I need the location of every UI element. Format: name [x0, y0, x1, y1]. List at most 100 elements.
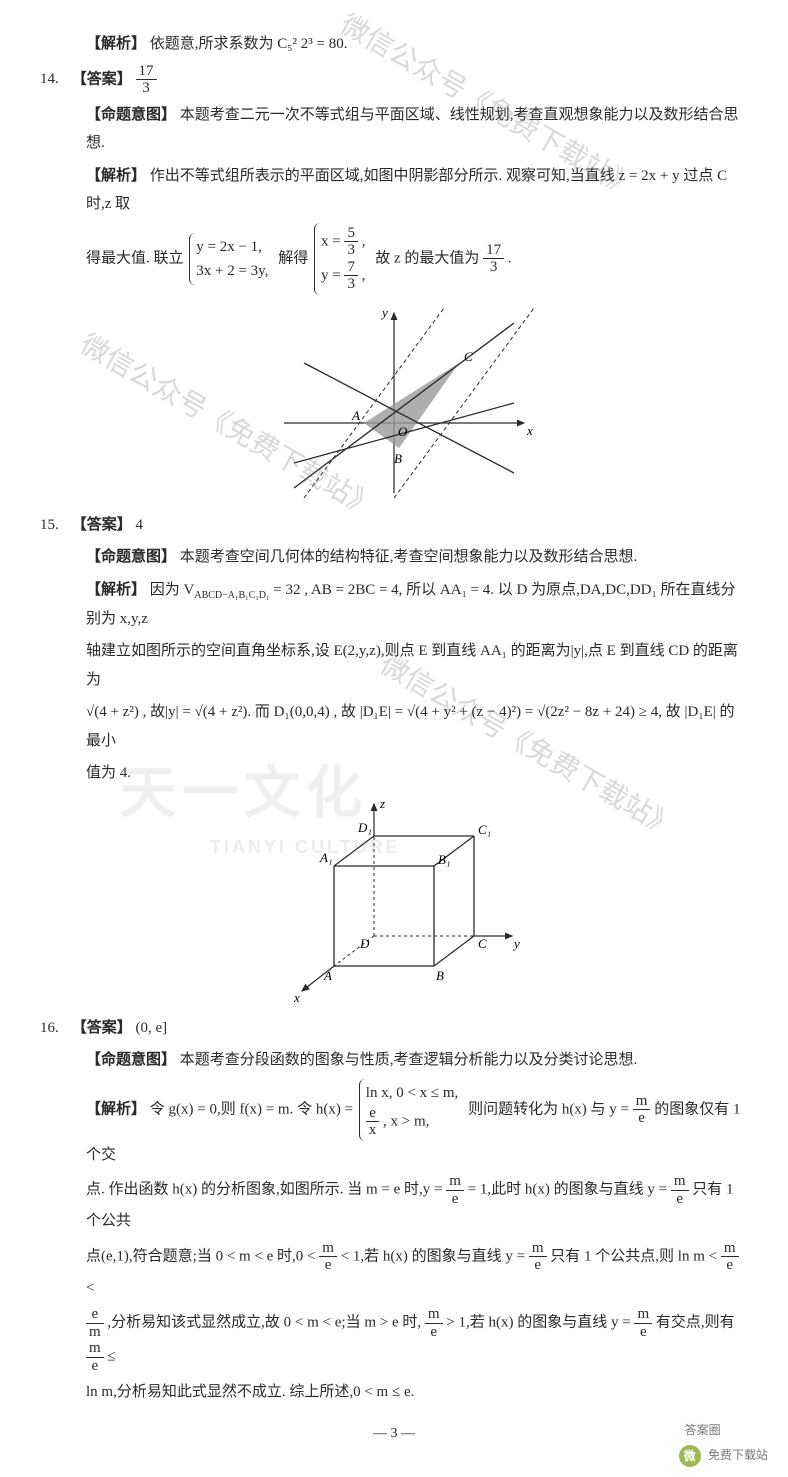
q14-yitu-text: 本题考查二元一次不等式组与平面区域、线性规划,考查直观想象能力以及数形结合思想.: [86, 107, 739, 152]
q14-yitu-label: 【命题意图】: [86, 107, 176, 123]
q16-p4cd: e: [634, 1324, 652, 1341]
q14-brace1: y = 2x − 1, 3x + 2 = 3y,: [189, 233, 272, 285]
q16-ans-value: (0, e]: [136, 1020, 168, 1036]
page-footer: — 3 —: [40, 1421, 748, 1448]
lblB: B: [436, 968, 444, 983]
q14-ans-num: 17: [136, 63, 157, 81]
q16-p4bn: m: [425, 1306, 443, 1324]
corner-badge: 答案圈 微 免费下载站: [679, 1417, 768, 1467]
q16-yitu-label: 【命题意图】: [86, 1052, 176, 1068]
q15-yitu-label: 【命题意图】: [86, 549, 176, 565]
q14-brace2-r2: y = 73 ,: [321, 259, 365, 293]
lblB1: B₁: [438, 852, 450, 867]
q14-figure: x y O A B C: [244, 303, 544, 503]
lblC1: C₁: [478, 822, 491, 837]
q16-p2ad: e: [446, 1191, 464, 1208]
lblA: A: [323, 968, 332, 983]
q14-O: O: [398, 424, 408, 439]
q16-p3ad: e: [319, 1257, 337, 1274]
q14-C: C: [464, 349, 473, 364]
q16-ans-label: 【答案】: [72, 1020, 132, 1036]
wechat-icon: 微: [679, 1445, 701, 1467]
lblz: z: [379, 796, 385, 811]
q16-p3cd: e: [721, 1257, 739, 1274]
q16-br2: ex , x > m,: [366, 1105, 459, 1139]
q16-p4c: > 1,若 h(x) 的图象与直线 y =: [446, 1314, 634, 1330]
q15-num: 15.: [40, 511, 68, 540]
q15-p2: 轴建立如图所示的空间直角坐标系,设 E(2,y,z),则点 E 到直线 AA₁ …: [40, 637, 748, 694]
q13-jiexi: 【解析】 依题意,所求系数为 C₅² 2³ = 80.: [40, 30, 748, 59]
q14-num: 14.: [40, 65, 68, 94]
q14-brace1-r2: 3x + 2 = 3y,: [196, 259, 268, 283]
q16-p2an: m: [446, 1173, 464, 1191]
q15-p1a: 因为 V: [150, 582, 195, 598]
q14-max: 173: [483, 242, 504, 276]
q16-p3a: 点(e,1),符合题意;当 0 < m < e 时,0 <: [86, 1248, 319, 1264]
q16-p4an: e: [86, 1306, 104, 1324]
q14-brace2-r1: x = 53 ,: [321, 225, 365, 259]
q14-eq1: z = 2x + y: [619, 168, 680, 184]
q16-p2a: 点. 作出函数 h(x) 的分析图象,如图所示. 当 m = e 时,y =: [86, 1181, 446, 1197]
q15-ans-label: 【答案】: [72, 517, 132, 533]
q16-p1b: 则问题转化为 h(x) 与 y =: [468, 1101, 633, 1117]
lblD1: D₁: [357, 820, 372, 835]
q14-jiexi-p1a: 作出不等式组所表示的平面区域,如图中阴影部分所示. 观察可知,当直线: [150, 168, 619, 184]
q14-ans-den: 3: [136, 80, 157, 97]
q16-answer-row: 16. 【答案】 (0, e]: [40, 1014, 748, 1043]
q14-b2r1a: x =: [321, 233, 344, 249]
q14-ans-label: 【答案】: [72, 71, 132, 87]
q14-b2r2n: 7: [344, 259, 358, 277]
q16-p3an: m: [319, 1240, 337, 1258]
q16-num: 16.: [40, 1014, 68, 1043]
q14-jiexi-label: 【解析】: [86, 168, 146, 184]
lblA1: A₁: [319, 850, 332, 865]
q14-jiexi-1: 【解析】 作出不等式组所表示的平面区域,如图中阴影部分所示. 观察可知,当直线 …: [40, 162, 748, 219]
q16-p3d: <: [86, 1280, 94, 1296]
q15-p3a: √(4 + z²) , 故|y| = √(4 + z²). 而 D₁(0,0,4…: [40, 698, 748, 755]
q14-answer-row: 14. 【答案】 17 3: [40, 63, 748, 97]
q16-p1: 【解析】 令 g(x) = 0,则 f(x) = m. 令 h(x) = ln …: [40, 1079, 748, 1170]
q15-answer-row: 15. 【答案】 4: [40, 511, 748, 540]
q14-B: B: [394, 451, 402, 466]
lbly: y: [512, 936, 520, 951]
q16-p4e: ≤: [107, 1348, 115, 1364]
q13-jiexi-label: 【解析】: [86, 36, 146, 52]
lblD: D: [359, 936, 370, 951]
q16-p3bd: e: [529, 1257, 547, 1274]
q14-yitu: 【命题意图】 本题考查二元一次不等式组与平面区域、线性规划,考查直观想象能力以及…: [40, 101, 748, 158]
q16-p3cn: m: [721, 1240, 739, 1258]
q16-p2: 点. 作出函数 h(x) 的分析图象,如图所示. 当 m = e 时,y = m…: [40, 1173, 748, 1236]
corner-text: 免费下载站: [708, 1448, 768, 1462]
q14-b2r2b: ,: [362, 267, 366, 283]
q14-brace2: x = 53 , y = 73 ,: [314, 223, 369, 295]
q16-p4dn: m: [86, 1340, 104, 1358]
q16-p4cn: m: [634, 1306, 652, 1324]
q14-jiexi-p2b: 解得: [278, 250, 308, 266]
q14-jiexi-p2a: 得最大值. 联立: [86, 250, 184, 266]
lblx: x: [293, 990, 300, 1005]
q16-p4b: ,分析易知该式显然成立,故 0 < m < e;当 m > e 时,: [107, 1314, 421, 1330]
q16-yitu-text: 本题考查分段函数的图象与性质,考查逻辑分析能力以及分类讨论思想.: [180, 1052, 638, 1068]
q16-p1a: 令 g(x) = 0,则 f(x) = m. 令 h(x) =: [150, 1101, 357, 1117]
q16-p4dd: e: [86, 1358, 104, 1375]
q14-b2r2d: 3: [344, 276, 358, 293]
q16-p2b: = 1,此时 h(x) 的图象与直线 y =: [468, 1181, 671, 1197]
q16-p4d: 有交点,则有: [656, 1314, 735, 1330]
q16-jiexi-label: 【解析】: [86, 1101, 146, 1117]
q16-brace: ln x, 0 < x ≤ m, ex , x > m,: [359, 1079, 463, 1141]
q15-p1: 【解析】 因为 VABCD−A₁B₁C₁D₁ = 32 , AB = 2BC =…: [40, 576, 748, 634]
q14-maxd: 3: [483, 259, 504, 276]
q16-p4ad: m: [86, 1324, 104, 1341]
q14-b2r2a: y =: [321, 267, 344, 283]
q16-p1bn: m: [633, 1093, 651, 1111]
q14-jiexi-2: 得最大值. 联立 y = 2x − 1, 3x + 2 = 3y, 解得 x =…: [40, 223, 748, 295]
q15-p3b: 值为 4.: [40, 759, 748, 788]
q13-jiexi-text: 依题意,所求系数为 C₅² 2³ = 80.: [150, 36, 348, 52]
q15-ans-value: 4: [136, 517, 144, 533]
q14-ans-value: 17 3: [136, 63, 157, 97]
q14-b2r1b: ,: [362, 233, 366, 249]
q15-yitu-text: 本题考查空间几何体的结构特征,考查空间想象能力以及数形结合思想.: [180, 549, 638, 565]
q14-A: A: [351, 408, 360, 423]
q15-yitu: 【命题意图】 本题考查空间几何体的结构特征,考查空间想象能力以及数形结合思想.: [40, 543, 748, 572]
q14-jiexi-p2d: .: [508, 250, 512, 266]
